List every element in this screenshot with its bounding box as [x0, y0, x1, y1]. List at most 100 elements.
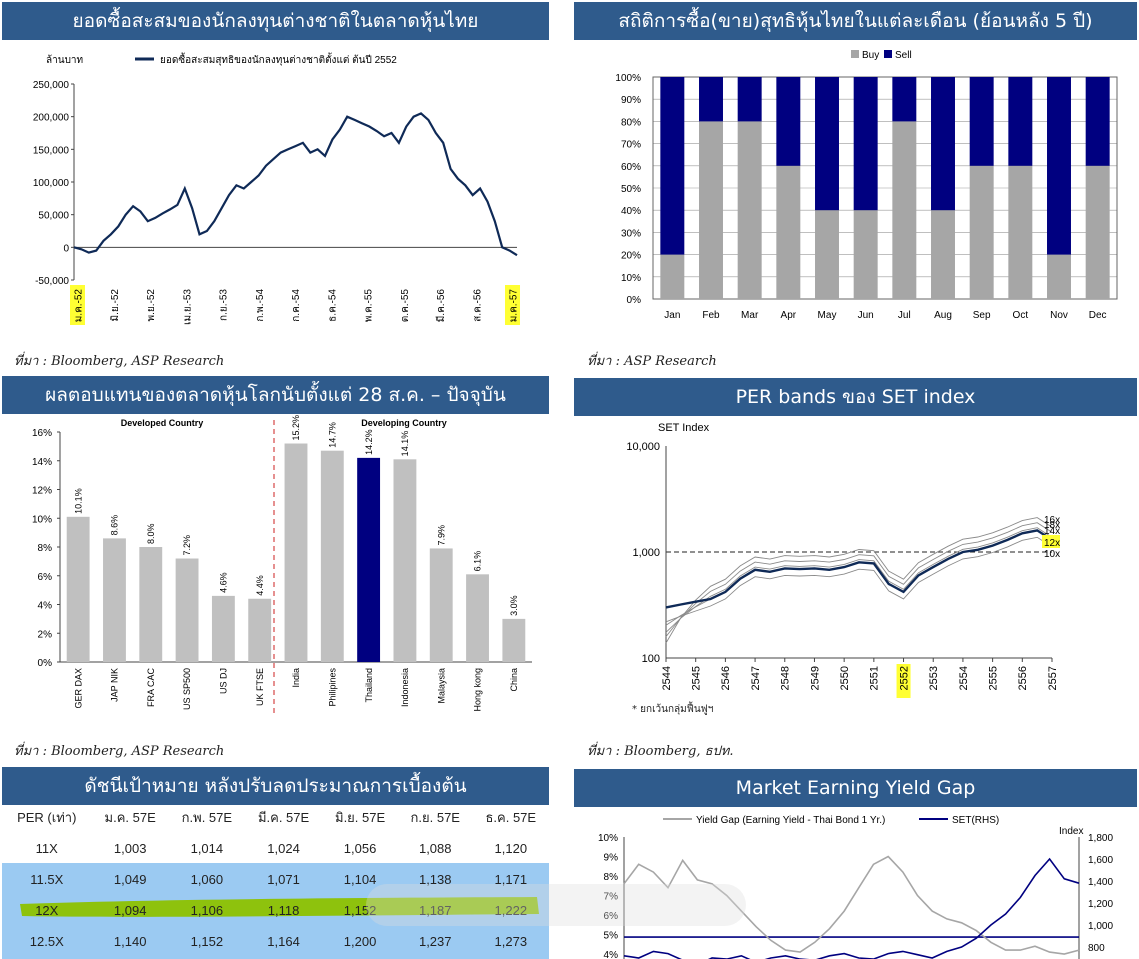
buy-bar [737, 121, 762, 300]
buy-bar [969, 165, 994, 299]
buy-bar [699, 121, 723, 300]
x-tick-label: 2554 [958, 666, 970, 690]
x-tick-label: ก.ค.-54 [291, 289, 302, 322]
p6-title: Market Earning Yield Gap [574, 769, 1137, 807]
yield-gap-line [623, 855, 1080, 955]
band-label: 10x [1044, 549, 1060, 560]
x-tick-label: ส.ค.-56 [472, 289, 483, 322]
table-cell: 1,003 [113, 841, 147, 856]
x-tick-label: ธ.ค.-54 [327, 289, 338, 322]
table-cell: 1,060 [190, 872, 224, 887]
plot-frame [652, 76, 1118, 300]
x-tick-label: UK FTSE [255, 668, 265, 706]
y-tick-label: 200,000 [33, 113, 70, 124]
y-tick-label: 10% [32, 514, 52, 525]
table-cell: 1,056 [343, 841, 377, 856]
x-tick-label: 2555 [987, 666, 999, 690]
y-tick-label: 50% [621, 184, 641, 195]
legend-sell-swatch [884, 50, 892, 58]
table-cell: 11.5X [30, 872, 64, 887]
y-tick-label: 10,000 [626, 441, 660, 453]
sell-bar [969, 77, 994, 166]
p3-source: ที่มา : Bloomberg, ASP Research [14, 744, 225, 759]
value-label: 6.1% [473, 551, 483, 572]
buy-bar [892, 121, 917, 300]
x-tick-label: Thailand [364, 668, 374, 703]
value-label: 8.0% [146, 523, 156, 544]
table-header-cell: ก.ย. 57E [410, 810, 460, 825]
y-left-tick-label: 4% [604, 950, 619, 959]
buy-bar [931, 210, 955, 299]
sell-bar [737, 77, 762, 122]
x-tick-label: GER DAX [73, 668, 83, 709]
y-tick-label: 80% [621, 117, 641, 128]
y-tick-label: 12% [32, 486, 52, 497]
y-tick-label: 10% [621, 273, 641, 284]
x-tick-label: Apr [781, 310, 797, 321]
sell-bar [1047, 77, 1071, 255]
table-cell: 1,014 [190, 841, 224, 856]
table-header-cell: ม.ค. 57E [104, 810, 156, 825]
y-right-tick-label: 1,200 [1088, 899, 1113, 910]
y-tick-label: 30% [621, 228, 641, 239]
band-label: 12x [1044, 538, 1060, 549]
table-cell: 1,200 [343, 934, 377, 949]
y-left-tick-label: 10% [598, 833, 618, 844]
p4-source: ที่มา : Bloomberg, ธปท. [587, 744, 734, 759]
x-tick-label: ต.ค.-55 [400, 289, 411, 323]
table-cell: 1,094 [113, 903, 147, 918]
x-tick-label: 2547 [750, 666, 762, 690]
y-tick-label: 4% [38, 601, 53, 612]
y-right-tick-label: 1,600 [1088, 855, 1113, 866]
set-rhs-line [623, 857, 1080, 959]
sell-bar [699, 77, 723, 122]
legend-label: ยอดซื้อสะสมสุทธิของนักลงทุนต่างชาติตั้งแ… [160, 52, 397, 66]
table-cell: 1,071 [267, 872, 300, 887]
sell-bar [1008, 77, 1033, 166]
legend-set-label: SET(RHS) [952, 815, 999, 826]
value-label: 14.2% [364, 429, 374, 455]
y-tick-label: 0% [38, 658, 53, 669]
buy-bar [815, 210, 839, 299]
x-tick-label: 2553 [928, 666, 940, 690]
x-tick-label: พ.ย.-52 [146, 289, 157, 322]
return-bar [357, 457, 381, 662]
x-tick-label: มิ.ย.-52 [110, 289, 121, 322]
x-tick-label: ม.ค.-57 [509, 289, 520, 323]
return-bar [66, 516, 90, 662]
value-label: 10.1% [73, 488, 83, 514]
x-tick-label: 2549 [809, 666, 821, 690]
return-bar [393, 459, 417, 662]
x-tick-label: Nov [1050, 310, 1068, 321]
buy-bar [1085, 165, 1110, 299]
y-tick-label: 100,000 [33, 178, 70, 189]
group-label-developing: Developing Country [361, 418, 447, 428]
target-index-table: PER (เท่า) ม.ค. 57E ก.พ. 57E มี.ค. 57E มิ.ย.… [2, 802, 549, 957]
return-bar [211, 595, 235, 662]
cumulative-foreign-buy-chart: ล้านบาท ยอดซื้อสะสมสุทธิของนักลงทุนต่างชา… [33, 52, 520, 325]
y-tick-label: -50,000 [35, 276, 69, 287]
table-cell: 1,106 [190, 903, 224, 918]
table-cell: 12X [35, 903, 59, 918]
table-row: 11X 1,003 1,014 1,024 1,056 1,088 1,120 [2, 833, 549, 864]
table-cell: 11X [35, 841, 58, 856]
legend-buy-label: Buy [862, 50, 879, 61]
x-tick-label: US DJ [219, 668, 229, 694]
x-tick-label: Sep [973, 310, 991, 321]
band-label: 18x [1044, 520, 1060, 531]
y-tick-label: 50,000 [38, 211, 69, 222]
table-cell: 1,049 [113, 872, 147, 887]
sell-bar [931, 77, 955, 211]
value-label: 7.2% [182, 535, 192, 556]
y-tick-label: 90% [621, 95, 641, 106]
sell-bar [1085, 77, 1110, 166]
x-tick-label: ม.ค.-52 [74, 289, 85, 323]
value-label: 14.7% [327, 422, 337, 448]
y-axis-label: ล้านบาท [46, 54, 83, 66]
group-label-developed: Developed Country [121, 418, 204, 428]
p4-note: * ยกเว้นกลุ่มฟื้นฟูฯ [632, 704, 714, 715]
y-left-tick-label: 7% [604, 892, 619, 903]
overlay-widget[interactable] [366, 884, 746, 926]
world-market-returns-chart: 0% 2% 4% 6% 8% 10% 12% 14% 16% Developed Country D… [32, 415, 532, 714]
table-cell: 1,152 [343, 903, 377, 918]
